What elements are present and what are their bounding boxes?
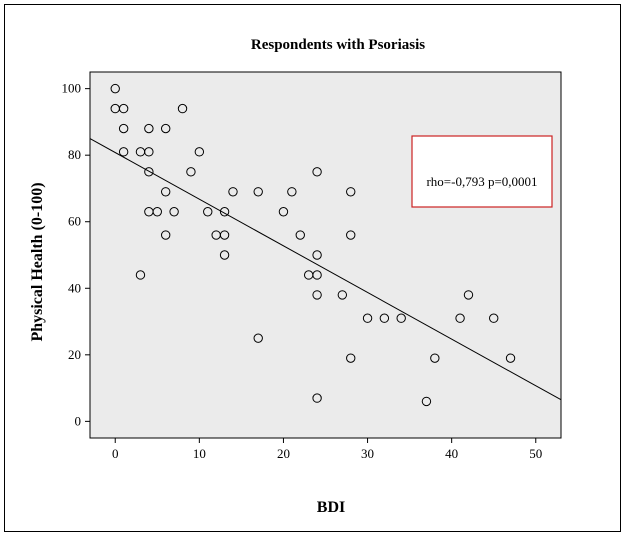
y-tick-label: 60 — [68, 214, 81, 229]
data-point — [312, 290, 322, 300]
data-point — [186, 167, 196, 177]
data-point — [177, 103, 188, 114]
data-point — [118, 147, 129, 157]
data-point — [228, 187, 238, 197]
fit-line — [89, 138, 562, 401]
y-tick-label: 0 — [75, 413, 82, 428]
data-point — [144, 167, 154, 177]
x-tick-label: 30 — [361, 446, 374, 461]
axis-ticks: 0 10 20 30 40 50 0 20 40 60 80 100 — [62, 81, 543, 461]
data-point — [505, 353, 516, 363]
data-point — [312, 270, 322, 280]
data-point — [253, 333, 263, 343]
y-tick-label: 80 — [68, 147, 81, 162]
data-points — [110, 83, 516, 407]
data-point — [160, 187, 171, 197]
data-point — [396, 313, 406, 323]
data-point — [253, 187, 263, 197]
data-point — [118, 123, 129, 134]
data-point — [430, 353, 440, 363]
data-point — [312, 393, 322, 403]
annotation-box — [411, 135, 553, 208]
x-tick-label: 50 — [529, 446, 542, 461]
data-point — [118, 103, 129, 114]
data-point — [421, 396, 432, 407]
data-point — [194, 147, 205, 157]
data-point — [379, 313, 390, 323]
data-point — [160, 123, 171, 134]
data-point — [337, 290, 348, 300]
y-axis-label: Physical Health (0-100) — [29, 182, 46, 341]
data-point — [219, 207, 230, 217]
data-point — [219, 250, 230, 260]
data-point — [295, 230, 305, 240]
data-point — [152, 207, 162, 217]
data-point — [219, 230, 230, 240]
x-tick-label: 0 — [112, 446, 119, 461]
data-point — [169, 207, 179, 217]
y-tick-label: 20 — [68, 347, 81, 362]
data-point — [278, 207, 289, 217]
annotation-text: rho=-0,793 p=0,0001 — [426, 174, 537, 189]
x-tick-label: 10 — [193, 446, 206, 461]
data-point — [346, 230, 356, 240]
y-tick-label: 100 — [62, 81, 82, 96]
data-point — [110, 83, 120, 94]
x-tick-label: 40 — [445, 446, 458, 461]
data-point — [135, 270, 146, 280]
data-point — [346, 187, 356, 197]
data-point — [346, 353, 356, 363]
y-tick-label: 40 — [68, 280, 81, 295]
data-point — [489, 313, 499, 323]
data-point — [312, 250, 322, 260]
x-tick-label: 20 — [277, 446, 290, 461]
data-point — [203, 207, 213, 217]
data-point — [312, 167, 322, 177]
chart-title: Respondents with Psoriasis — [251, 37, 425, 53]
data-point — [455, 313, 465, 323]
x-axis-label: BDI — [317, 499, 345, 516]
data-point — [287, 187, 297, 197]
plot-area — [89, 71, 562, 439]
data-point — [144, 123, 154, 134]
data-point — [463, 290, 474, 300]
data-point — [362, 313, 373, 323]
data-point — [160, 230, 171, 240]
data-point — [144, 147, 154, 157]
